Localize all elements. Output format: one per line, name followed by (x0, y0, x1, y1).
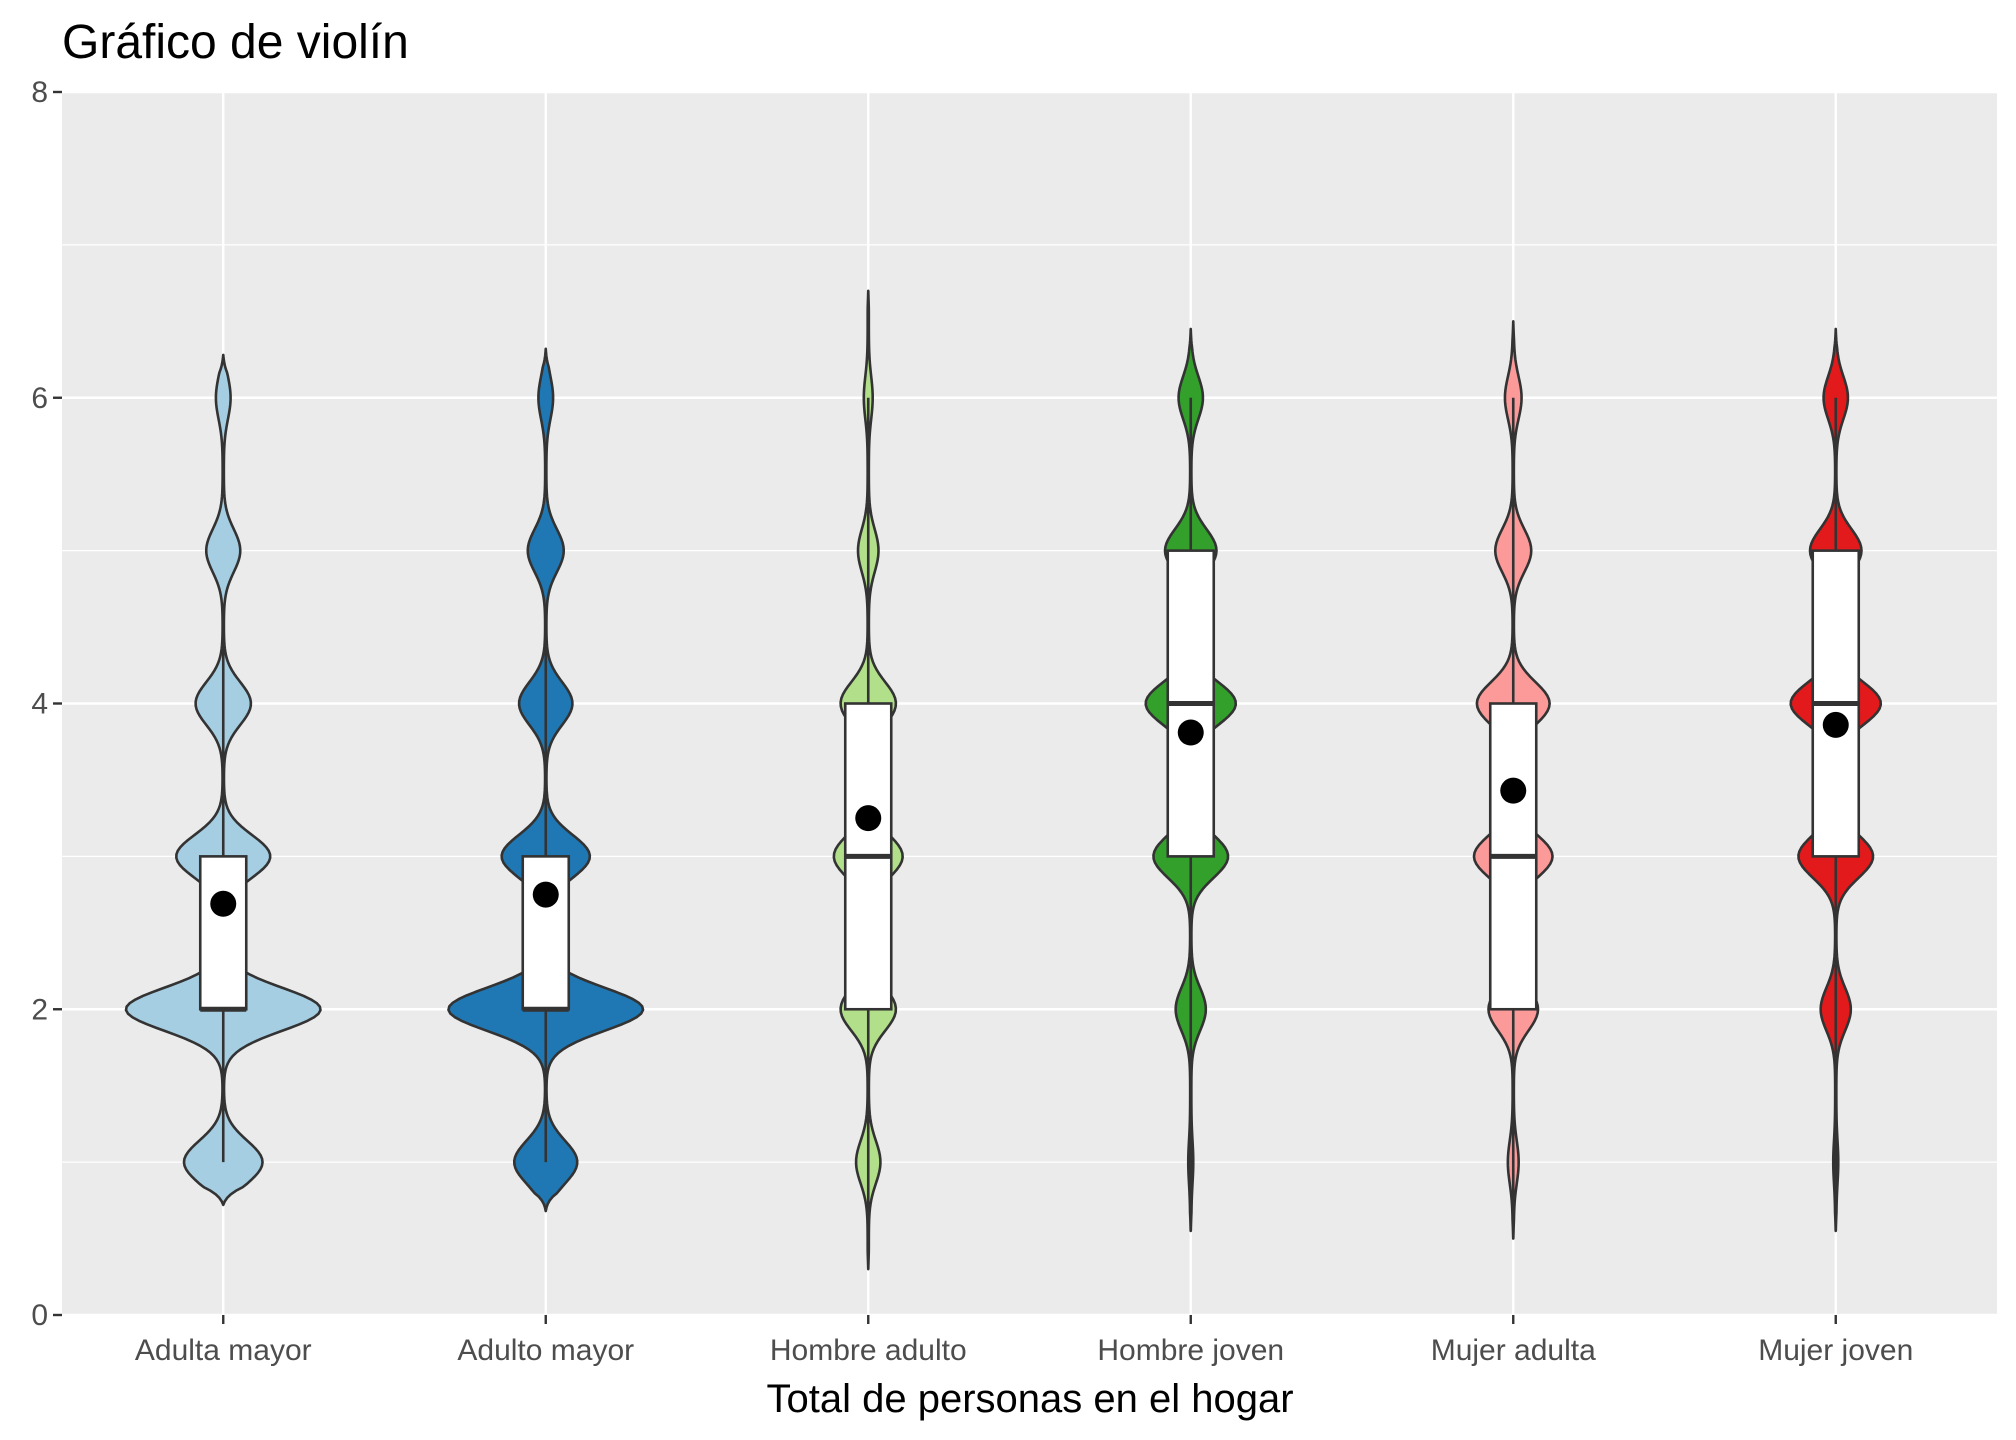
mean-point-hombre-adulto (855, 805, 882, 832)
y-tick-label: 0 (31, 1299, 48, 1332)
x-axis: Adulta mayor Adulto mayor Hombre adulto Hom… (135, 1315, 1913, 1367)
x-axis-label: Total de personas en el hogar (766, 1377, 1293, 1421)
mean-point-adulto-mayor (532, 881, 559, 908)
mean-point-adulta-mayor (210, 890, 237, 917)
mean-point-mujer-joven (1822, 711, 1849, 738)
minor-gridlines (62, 244, 1997, 1163)
y-axis: 0 2 4 6 8 (31, 76, 62, 1332)
mean-points (210, 711, 1849, 917)
mean-point-hombre-joven (1177, 719, 1204, 746)
x-tick-label: Hombre adulto (770, 1334, 967, 1367)
y-tick-label: 8 (31, 76, 48, 109)
x-tick-label: Hombre joven (1097, 1334, 1284, 1367)
x-tick-label: Adulta mayor (135, 1334, 312, 1367)
x-tick-label: Mujer adulta (1431, 1334, 1596, 1367)
x-tick-label: Mujer joven (1758, 1334, 1913, 1367)
mean-point-mujer-adulta (1500, 777, 1527, 804)
y-tick-label: 6 (31, 382, 48, 415)
y-tick-label: 4 (31, 688, 48, 721)
y-tick-label: 2 (31, 993, 48, 1026)
boxplots (198, 397, 1861, 1239)
chart-title: Gráfico de violín (62, 16, 409, 69)
box-adulta-mayor (198, 855, 248, 1011)
x-tick-label: Adulto mayor (457, 1334, 634, 1367)
box-adulto-mayor (521, 855, 571, 1011)
